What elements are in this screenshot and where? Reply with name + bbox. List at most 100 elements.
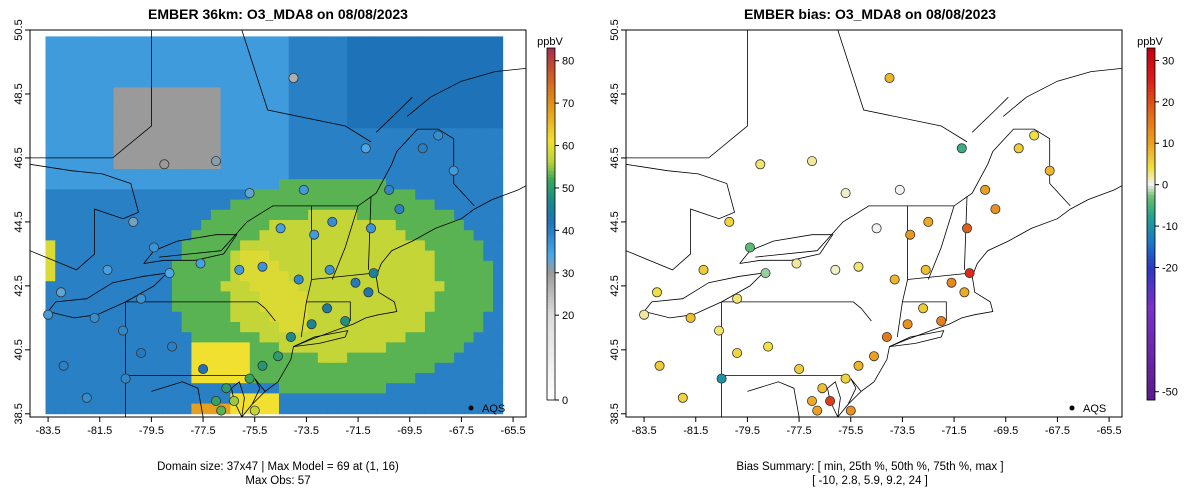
heatmap-cell — [444, 342, 455, 353]
heatmap-cell — [463, 383, 474, 394]
heatmap-cell — [483, 260, 494, 272]
heatmap-cell — [493, 77, 504, 88]
heatmap-cell — [230, 250, 241, 262]
heatmap-cell — [395, 169, 406, 180]
observation-point — [905, 229, 916, 240]
heatmap-cell — [386, 342, 397, 353]
colorbar-segment — [547, 218, 555, 222]
heatmap-cell — [220, 67, 231, 78]
heatmap-cell — [45, 362, 56, 374]
heatmap-cell — [347, 301, 358, 313]
heatmap-cell — [298, 56, 309, 68]
heatmap-cell — [337, 403, 348, 415]
colorbar-segment — [1147, 229, 1155, 234]
observation-point — [210, 156, 221, 167]
heatmap-cell — [386, 138, 397, 149]
heatmap-cell — [240, 36, 251, 47]
heatmap-cell — [366, 199, 377, 211]
heatmap-cell — [493, 403, 504, 415]
colorbar-segment — [547, 270, 555, 275]
colorbar-segment — [1147, 253, 1155, 257]
heatmap-cell — [191, 179, 202, 190]
heatmap-cell — [45, 322, 56, 333]
heatmap-cell — [493, 199, 504, 211]
colorbar-segment — [547, 194, 555, 198]
heatmap-cell — [201, 403, 212, 415]
heatmap-cell — [230, 148, 241, 160]
heatmap-cell — [337, 97, 348, 109]
heatmap-cell — [278, 77, 290, 88]
heatmap-cell — [133, 199, 144, 211]
heatmap-cell — [405, 179, 416, 190]
heatmap-cell — [366, 322, 377, 333]
heatmap-cell — [240, 362, 251, 374]
heatmap-cell — [366, 148, 377, 160]
colorbar-segment — [1147, 297, 1155, 301]
heatmap-cell — [278, 189, 290, 200]
colorbar-segment — [547, 268, 555, 272]
x-tick-label: -77.5 — [787, 425, 812, 437]
heatmap-cell — [415, 56, 426, 68]
heatmap-cell — [103, 179, 114, 190]
heatmap-cell — [64, 383, 76, 394]
heatmap-cell — [210, 97, 222, 109]
heatmap-cell — [366, 240, 377, 251]
observation-point — [639, 309, 650, 320]
bias-colorbar-unit: ppbV — [1137, 36, 1163, 48]
heatmap-cell — [152, 209, 163, 221]
observation-point — [946, 277, 957, 288]
heatmap-cell — [415, 230, 426, 241]
colorbar-segment — [547, 103, 555, 107]
y-tick-label: 40.5 — [609, 339, 621, 360]
heatmap-cell — [415, 311, 426, 323]
heatmap-cell — [434, 260, 445, 272]
colorbar-segment — [1147, 65, 1155, 69]
heatmap-cell — [337, 281, 348, 292]
x-tick-label: -67.5 — [1045, 425, 1070, 437]
heatmap-cell — [74, 271, 85, 282]
heatmap-cell — [152, 169, 163, 180]
heatmap-cell — [415, 189, 426, 200]
heatmap-cell — [171, 362, 183, 374]
heatmap-cell — [493, 373, 504, 384]
heatmap-cell — [230, 179, 241, 190]
map-outline — [721, 301, 872, 322]
heatmap-cell — [386, 291, 397, 302]
heatmap-cell — [424, 77, 436, 88]
map-outline — [1002, 68, 1122, 117]
heatmap-cell — [454, 67, 465, 78]
colorbar-segment — [547, 238, 555, 242]
heatmap-cell — [463, 118, 474, 129]
heatmap-cell — [220, 107, 231, 119]
heatmap-cell — [191, 56, 202, 68]
heatmap-cell — [249, 107, 260, 119]
colorbar-segment — [1147, 323, 1155, 327]
colorbar-segment — [547, 59, 555, 63]
heatmap-cell — [133, 250, 144, 262]
observation-point — [306, 319, 317, 330]
heatmap-cell — [288, 250, 299, 262]
heatmap-cell — [356, 118, 367, 129]
heatmap-cell — [171, 383, 183, 394]
heatmap-cell — [356, 362, 367, 374]
colorbar-segment — [1147, 309, 1155, 313]
heatmap-cell — [55, 77, 66, 88]
heatmap-cell — [415, 250, 426, 262]
heatmap-cell — [395, 311, 406, 323]
heatmap-cell — [405, 158, 416, 170]
heatmap-cell — [386, 403, 397, 415]
heatmap-cell — [201, 158, 212, 170]
heatmap-cell — [483, 403, 494, 415]
heatmap-cell — [64, 260, 76, 272]
heatmap-cell — [308, 189, 319, 200]
heatmap-cell — [395, 220, 406, 231]
heatmap-cell — [278, 56, 290, 68]
heatmap-cell — [298, 77, 309, 88]
heatmap-cell — [142, 46, 153, 58]
heatmap-cell — [181, 260, 192, 272]
heatmap-cell — [84, 311, 95, 323]
heatmap-cell — [84, 301, 95, 313]
map-outline — [739, 234, 834, 264]
heatmap-cell — [94, 87, 105, 98]
heatmap-cell — [259, 332, 270, 343]
